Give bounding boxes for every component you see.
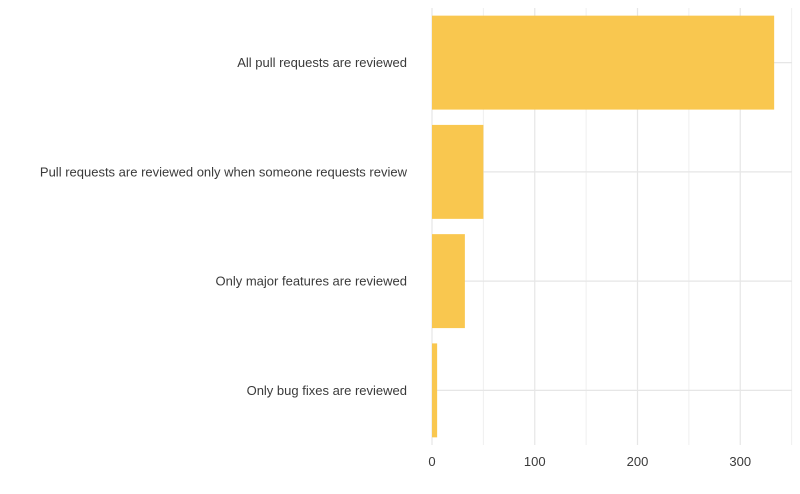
bar [432,343,438,438]
x-tick-label: 100 [524,454,546,469]
x-axis-tick-labels: 0 100 200 300 [428,454,751,469]
category-label: Only bug fixes are reviewed [247,383,407,398]
category-label: Pull requests are reviewed only when som… [40,164,408,179]
x-tick-label: 300 [729,454,751,469]
x-tick-label: 0 [428,454,435,469]
bar [432,124,484,219]
bar [432,234,465,329]
category-label: All pull requests are reviewed [237,55,407,70]
bar [432,15,775,110]
category-label: Only major features are reviewed [216,274,407,289]
category-labels: All pull requests are reviewed Pull reque… [40,55,408,398]
bars [432,15,775,438]
x-tick-label: 200 [627,454,649,469]
